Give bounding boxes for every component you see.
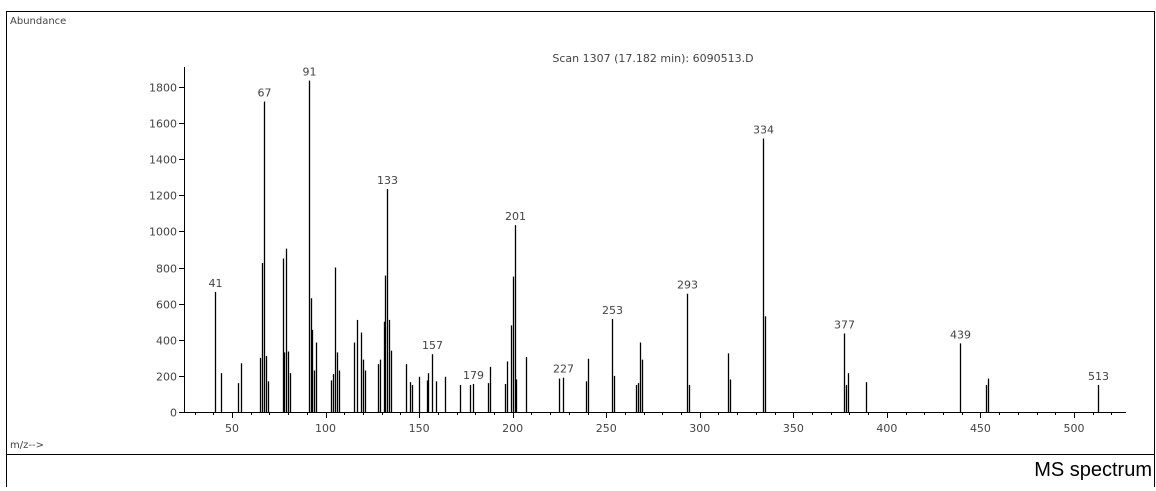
peak-label: 179: [463, 369, 484, 382]
x-tick-label: 450: [970, 422, 991, 435]
peak-label: 157: [422, 339, 443, 352]
peak-label: 513: [1088, 370, 1109, 383]
y-tick-label: 0: [170, 407, 177, 420]
y-tick-label: 1400: [149, 154, 177, 167]
y-axis-title: Abundance: [10, 16, 66, 27]
y-tick-label: 1000: [149, 226, 177, 239]
peak-label: 377: [834, 318, 855, 331]
y-tick-label: 200: [156, 371, 177, 384]
axes: 0 200 400 600 800 1000 1200 1400 1600 1800 50 100 15…: [149, 67, 1126, 435]
peak-label: 41: [209, 277, 223, 290]
x-tick-label: 200: [502, 422, 523, 435]
y-tick-label: 1200: [149, 190, 177, 203]
x-tick-label: 150: [409, 422, 430, 435]
chart-title: Scan 1307 (17.182 min): 6090513.D: [552, 52, 753, 65]
y-tick-label: 600: [156, 299, 177, 312]
x-tick-label: 300: [689, 422, 710, 435]
x-tick-label: 500: [1064, 422, 1085, 435]
peak-label: 201: [505, 210, 526, 223]
x-tick-label: 100: [315, 422, 336, 435]
x-tick-label: 50: [225, 422, 239, 435]
peak-label: 293: [677, 279, 698, 292]
peak-bars: [214, 80, 1100, 412]
y-tick-label: 400: [156, 335, 177, 348]
x-axis-title: m/z-->: [10, 440, 44, 451]
peak-label: 253: [602, 304, 623, 317]
x-tick-label: 250: [596, 422, 617, 435]
outer-border: [6, 11, 1155, 455]
x-tick-label: 350: [783, 422, 804, 435]
peak-label: 67: [258, 86, 272, 99]
peak-label: 133: [377, 174, 398, 187]
figure-caption: MS spectrum: [1034, 459, 1152, 481]
peak-labels: 41 67 91 133 157 179 201 227 253 293 334 377 439 513: [209, 66, 1110, 383]
peak-label: 227: [553, 363, 574, 376]
y-tick-label: 1800: [149, 82, 177, 95]
y-tick-label: 800: [156, 263, 177, 276]
peak-label: 334: [753, 123, 774, 136]
peak-label: 439: [950, 328, 971, 341]
y-tick-label: 1600: [149, 118, 177, 131]
x-tick-label: 400: [876, 422, 897, 435]
peak-label: 91: [303, 66, 317, 79]
